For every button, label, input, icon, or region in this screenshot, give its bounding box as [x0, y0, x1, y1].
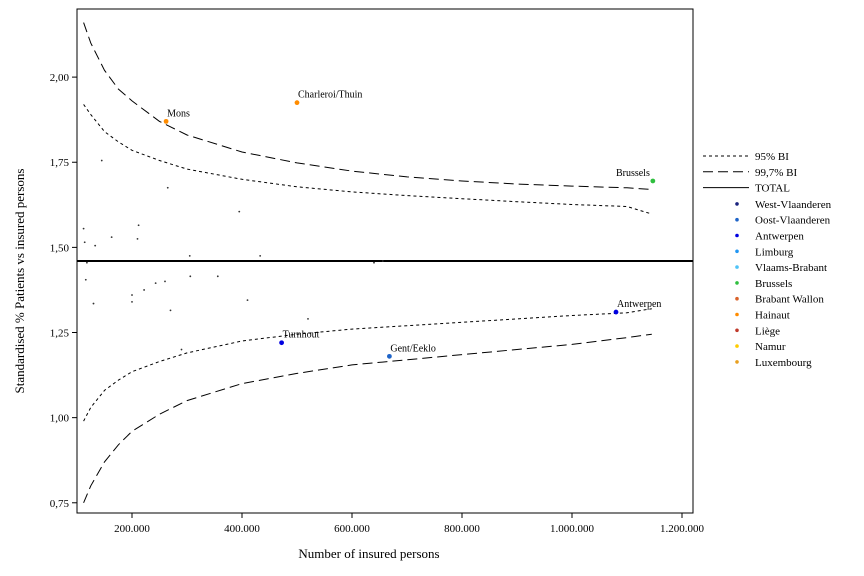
legend-label: Vlaams-Brabant	[755, 262, 827, 274]
data-point-label: Turnhout	[283, 330, 320, 341]
legend-marker	[735, 312, 739, 317]
legend-label: Namur	[755, 341, 786, 353]
x-tick-label: 600.000	[334, 523, 370, 535]
legend-marker	[735, 233, 739, 238]
data-point	[216, 275, 219, 278]
legend-label: West-Vlaanderen	[755, 199, 832, 211]
data-point-label: Brussels	[616, 168, 650, 179]
data-point	[189, 275, 192, 278]
data-point-highlight	[279, 340, 284, 346]
data-point-label: Antwerpen	[617, 299, 661, 310]
data-point	[154, 282, 157, 285]
data-point	[143, 289, 146, 291]
data-point	[110, 236, 113, 239]
data-point	[259, 254, 262, 257]
legend-marker	[735, 217, 739, 222]
data-point-label: Mons	[167, 108, 190, 119]
data-point	[373, 261, 375, 264]
data-point	[86, 261, 88, 264]
legend-marker	[735, 328, 739, 333]
y-tick-label: 1,50	[50, 242, 70, 254]
y-tick-label: 1,25	[50, 328, 70, 340]
data-point	[238, 210, 241, 213]
data-point-label: Gent/Eeklo	[390, 343, 436, 354]
legend-label: TOTAL	[755, 183, 790, 195]
legend-label: Limburg	[755, 246, 794, 258]
legend-label: 99,7% BI	[755, 167, 798, 179]
legend-label: Antwerpen	[755, 231, 804, 243]
data-point	[246, 299, 249, 302]
x-tick-label: 400.000	[224, 523, 260, 535]
limit-curve-lower-95	[83, 308, 652, 422]
legend-marker	[735, 344, 739, 348]
data-point-highlight	[294, 100, 300, 106]
x-tick-label: 1.000.000	[550, 523, 595, 535]
data-point	[131, 294, 133, 296]
data-point	[82, 227, 85, 230]
y-tick-label: 2,00	[50, 72, 70, 84]
data-point	[136, 237, 139, 240]
x-tick-label: 1.200.000	[660, 523, 705, 535]
data-point-highlight	[387, 353, 392, 359]
legend-marker	[735, 296, 739, 301]
x-tick-label: 800.000	[444, 523, 480, 535]
data-point	[188, 254, 191, 257]
data-point	[169, 309, 172, 312]
legend-label: 95% BI	[755, 151, 789, 163]
legend: 95% BI 99,7% BI TOTAL West-Vlaanderen Oost-V…	[703, 151, 832, 369]
data-point	[83, 241, 86, 244]
data-point-highlight	[163, 118, 169, 124]
plot-area: Charleroi/Thuin Mons Brussels Antwerpen Turn…	[77, 22, 693, 503]
data-point	[100, 159, 103, 162]
data-point	[84, 278, 87, 281]
data-point-highlight	[650, 178, 656, 184]
legend-label: Luxembourg	[755, 357, 812, 369]
legend-label: Oost-Vlaanderen	[755, 215, 831, 227]
data-point	[131, 300, 133, 303]
legend-marker	[735, 360, 739, 364]
data-point-label: Charleroi/Thuin	[298, 90, 362, 101]
y-tick-label: 0,75	[50, 498, 70, 510]
data-point	[307, 317, 309, 320]
legend-label: Hainaut	[755, 310, 790, 322]
data-point	[166, 186, 169, 189]
y-axis-title: Standardised % Patients vs insured perso…	[12, 169, 27, 394]
data-point	[137, 224, 140, 227]
plot-frame	[76, 8, 694, 514]
legend-marker	[735, 202, 739, 206]
legend-label: Brabant Wallon	[755, 294, 824, 306]
x-axis-title: Number of insured persons	[298, 546, 439, 561]
data-point	[164, 280, 166, 283]
data-point	[94, 244, 97, 247]
limit-curve-lower-997	[83, 333, 652, 503]
limit-curve-upper-95	[83, 104, 652, 215]
x-tick-label: 200.000	[114, 523, 150, 535]
legend-marker	[735, 249, 739, 254]
data-point	[92, 302, 95, 305]
data-point-highlight	[613, 309, 619, 315]
axes: 200.000 400.000 600.000 800.000 1.000.000 1.2…	[50, 8, 705, 535]
data-point	[381, 260, 384, 262]
data-point	[180, 348, 183, 351]
legend-marker	[735, 281, 739, 285]
limit-curve-upper-997	[83, 22, 652, 190]
legend-label: Liège	[755, 325, 780, 337]
y-tick-label: 1,75	[50, 157, 70, 169]
legend-marker	[735, 265, 739, 269]
y-tick-label: 1,00	[50, 413, 70, 425]
legend-label: Brussels	[755, 278, 792, 290]
